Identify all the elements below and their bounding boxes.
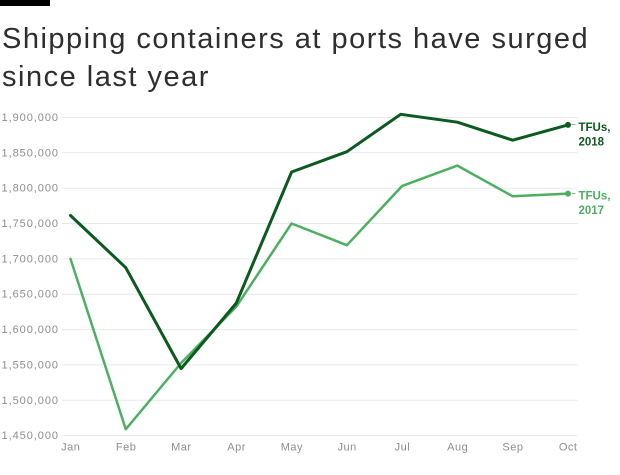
svg-text:1,900,000: 1,900,000: [2, 112, 60, 124]
svg-text:1,550,000: 1,550,000: [2, 359, 60, 371]
svg-text:2018: 2018: [579, 136, 605, 148]
svg-text:Oct: Oct: [559, 442, 578, 454]
svg-text:TFUs,: TFUs,: [579, 191, 611, 203]
svg-text:1,750,000: 1,750,000: [2, 218, 60, 230]
svg-text:1,600,000: 1,600,000: [2, 324, 60, 336]
svg-text:1,450,000: 1,450,000: [2, 430, 60, 442]
svg-text:May: May: [281, 442, 303, 454]
svg-text:1,800,000: 1,800,000: [2, 183, 60, 195]
svg-text:Sep: Sep: [502, 442, 523, 454]
svg-text:1,700,000: 1,700,000: [2, 253, 60, 265]
svg-text:TFUs,: TFUs,: [579, 122, 611, 134]
svg-text:1,500,000: 1,500,000: [2, 395, 60, 407]
svg-text:Jul: Jul: [395, 442, 411, 454]
svg-text:Apr: Apr: [227, 442, 246, 454]
svg-text:2017: 2017: [579, 205, 605, 217]
svg-text:1,850,000: 1,850,000: [2, 147, 60, 159]
svg-text:Jun: Jun: [337, 442, 356, 454]
svg-text:Jan: Jan: [61, 442, 80, 454]
svg-text:Feb: Feb: [116, 442, 136, 454]
svg-text:Aug: Aug: [447, 442, 468, 454]
svg-text:Mar: Mar: [171, 442, 191, 454]
svg-text:1,650,000: 1,650,000: [2, 289, 60, 301]
